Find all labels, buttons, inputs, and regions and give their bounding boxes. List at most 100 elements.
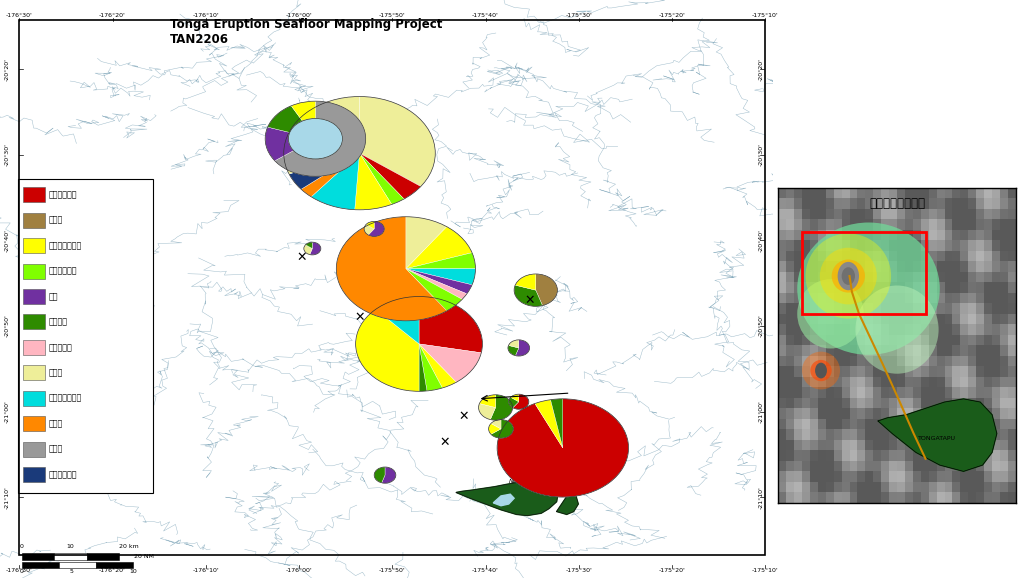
Ellipse shape (802, 351, 840, 390)
Bar (786, 439, 795, 450)
Bar (944, 218, 953, 230)
Bar (865, 198, 873, 209)
Bar (937, 460, 945, 472)
Bar (882, 208, 890, 219)
Bar (786, 366, 795, 377)
Wedge shape (110, 270, 120, 282)
Bar (857, 418, 866, 429)
Bar (961, 450, 969, 461)
Bar (992, 355, 1000, 366)
Bar (992, 229, 1000, 240)
Bar (944, 271, 953, 282)
Bar (976, 229, 985, 240)
Bar (984, 460, 992, 472)
Circle shape (289, 118, 342, 159)
Bar (952, 240, 961, 251)
Bar (969, 271, 977, 282)
Bar (825, 470, 835, 482)
Bar (897, 303, 905, 314)
Bar (857, 313, 866, 324)
Bar (929, 281, 937, 293)
Wedge shape (376, 297, 419, 344)
Bar (778, 208, 786, 219)
Text: -176°20': -176°20' (99, 568, 126, 573)
Bar (969, 218, 977, 230)
Text: -175°10': -175°10' (752, 568, 779, 573)
Bar (889, 460, 897, 472)
Text: ✕: ✕ (296, 251, 307, 264)
Bar (944, 429, 953, 440)
Bar (1000, 355, 1009, 366)
Bar (865, 366, 873, 377)
Wedge shape (359, 97, 435, 187)
Bar (984, 387, 992, 398)
Bar (794, 208, 803, 219)
Bar (952, 376, 961, 387)
Bar (24, 340, 45, 355)
Bar (786, 187, 795, 198)
Bar (897, 281, 905, 293)
Bar (873, 303, 882, 314)
Bar (818, 261, 826, 272)
Bar (802, 198, 810, 209)
Bar (969, 281, 977, 293)
Bar (850, 481, 858, 492)
Bar (912, 324, 922, 335)
Bar (778, 334, 786, 345)
Bar (882, 450, 890, 461)
Bar (976, 376, 985, 387)
Bar (944, 397, 953, 408)
Bar (1000, 208, 1009, 219)
Bar (984, 470, 992, 482)
Bar (802, 376, 810, 387)
Bar (1008, 229, 1016, 240)
Bar (937, 208, 945, 219)
Bar (912, 470, 922, 482)
Text: -20°40': -20°40' (5, 229, 9, 252)
Bar (912, 198, 922, 209)
Bar (969, 261, 977, 272)
Bar (937, 281, 945, 293)
Bar (929, 418, 937, 429)
Bar (834, 271, 842, 282)
Bar (952, 344, 961, 356)
Bar (976, 324, 985, 335)
Bar (842, 324, 850, 335)
Bar (1008, 418, 1016, 429)
Bar (984, 261, 992, 272)
Wedge shape (309, 242, 321, 255)
Bar (969, 460, 977, 472)
Bar (1008, 187, 1016, 198)
Bar (818, 355, 826, 366)
Bar (952, 198, 961, 209)
Bar (969, 355, 977, 366)
Bar (786, 208, 795, 219)
Bar (984, 439, 992, 450)
Text: 海緬動物: 海緬動物 (49, 317, 68, 327)
Bar (873, 313, 882, 324)
Bar (889, 229, 897, 240)
Bar (882, 281, 890, 293)
Text: ✕: ✕ (99, 251, 110, 264)
Bar (929, 303, 937, 314)
Bar (786, 344, 795, 356)
Bar (976, 439, 985, 450)
Wedge shape (284, 97, 359, 174)
Bar (857, 450, 866, 461)
Bar (825, 240, 835, 251)
Bar (929, 198, 937, 209)
Bar (818, 208, 826, 219)
Bar (961, 198, 969, 209)
Wedge shape (355, 309, 419, 391)
Bar (992, 240, 1000, 251)
Bar (794, 240, 803, 251)
Bar (1000, 292, 1009, 303)
Bar (889, 387, 897, 398)
Bar (865, 324, 873, 335)
Bar (1008, 261, 1016, 272)
Bar (984, 376, 992, 387)
Bar (897, 313, 905, 324)
Bar (1008, 281, 1016, 293)
Bar (24, 289, 45, 304)
Bar (842, 376, 850, 387)
